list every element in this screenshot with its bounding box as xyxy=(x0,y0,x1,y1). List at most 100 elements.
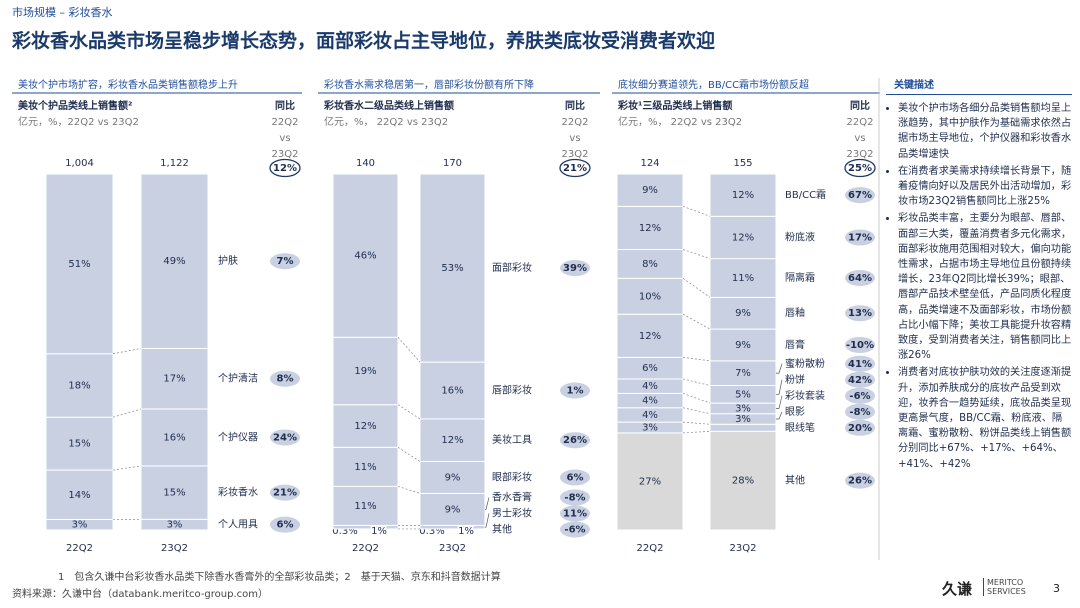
sidebar: 关键描述 美妆个护市场各细分品类销售额均呈上涨趋势，其中护肤作为基础需求依然占据… xyxy=(886,76,1072,474)
total-growth-ring xyxy=(559,158,591,178)
value-label: 3% xyxy=(642,423,658,434)
connector xyxy=(397,486,421,494)
bar-segment xyxy=(419,524,486,530)
growth-pill xyxy=(845,187,875,204)
bar-segment xyxy=(709,215,777,260)
chart-title: 底妆细分赛道领先，BB/CC霜市场份额反超 xyxy=(618,78,809,91)
total-growth-ring xyxy=(269,158,301,178)
growth-header: 22Q2 xyxy=(847,117,874,128)
growth-header: 23Q2 xyxy=(562,149,589,160)
growth-header: 23Q2 xyxy=(272,149,299,160)
series-name: 隔离霜 xyxy=(785,271,815,284)
growth-label: 7% xyxy=(277,256,294,267)
growth-label: -6% xyxy=(849,391,870,402)
growth-label: 1% xyxy=(567,386,584,397)
growth-label: 21% xyxy=(273,488,297,499)
connector xyxy=(682,430,711,434)
series-name: 眼线笔 xyxy=(785,421,815,434)
total-label: 1,122 xyxy=(160,158,189,169)
value-label: 27% xyxy=(639,476,661,487)
leader-line xyxy=(776,379,783,395)
growth-header: 同比 xyxy=(275,99,295,112)
series-name: 粉饼 xyxy=(785,373,805,386)
growth-label: 17% xyxy=(848,232,872,243)
value-label: 1% xyxy=(458,526,474,537)
series-name: 美妆工具 xyxy=(492,433,532,446)
logo-name: 久谦 xyxy=(942,580,973,598)
bar-segment xyxy=(140,173,209,349)
growth-pill xyxy=(845,305,875,322)
total-growth: 25% xyxy=(848,163,872,174)
value-label: 9% xyxy=(735,308,751,319)
x-tick-label: 22Q2 xyxy=(637,543,664,554)
bar-segment xyxy=(709,430,777,531)
bar-segment xyxy=(616,173,684,207)
growth-pill xyxy=(270,516,300,533)
source: 资料来源：久谦中台（databank.meritco-group.com） xyxy=(12,589,269,600)
value-label: 11% xyxy=(354,462,376,473)
bar-segment xyxy=(709,173,777,217)
value-label: 11% xyxy=(354,501,376,512)
bar-segment xyxy=(45,173,114,355)
growth-pill xyxy=(845,371,875,388)
growth-label: 8% xyxy=(277,374,294,385)
value-label: 15% xyxy=(68,439,90,450)
value-label: 12% xyxy=(441,435,463,446)
growth-pill xyxy=(845,355,875,372)
page-number: 3 xyxy=(1053,582,1060,595)
value-label: 11% xyxy=(732,273,754,284)
bar-segment xyxy=(140,408,209,467)
growth-pill xyxy=(560,260,590,277)
series-name: 蜜粉散粉 xyxy=(785,357,825,370)
leader-line xyxy=(776,363,783,374)
growth-label: -8% xyxy=(849,407,870,418)
value-label: 4% xyxy=(642,396,658,407)
leader-line xyxy=(776,411,783,420)
bar-segment xyxy=(709,296,777,330)
growth-header: vs xyxy=(569,133,580,144)
total-label: 140 xyxy=(356,158,375,169)
growth-label: -6% xyxy=(564,524,585,535)
connector xyxy=(112,348,142,355)
connector xyxy=(682,249,711,259)
growth-header: 同比 xyxy=(850,99,870,112)
series-name: 个人用具 xyxy=(218,519,258,531)
connector xyxy=(682,277,711,298)
chart-subtitle: 彩妆香水二级品类线上销售额 xyxy=(323,99,454,112)
series-name: 香水香膏 xyxy=(492,490,532,503)
bar-segment xyxy=(45,416,114,471)
chart-subtitle: 彩妆¹三级品类线上销售额 xyxy=(617,99,732,112)
growth-label: 13% xyxy=(848,308,872,319)
bullet: 在消费者求美需求持续增长背景下，随着疫情向好以及居民外出活动增加，彩妆市场23Q… xyxy=(898,164,1072,210)
connector xyxy=(397,404,421,420)
series-name: 彩妆香水 xyxy=(218,486,258,499)
growth-header: 22Q2 xyxy=(562,117,589,128)
growth-pill xyxy=(270,484,300,501)
value-label: 19% xyxy=(354,366,376,377)
bar-segment xyxy=(45,353,114,418)
growth-label: 11% xyxy=(563,508,587,519)
growth-label: 26% xyxy=(563,435,587,446)
growth-label: -8% xyxy=(564,492,585,503)
growth-pill xyxy=(560,382,590,399)
connector xyxy=(397,447,421,462)
connector xyxy=(682,313,711,330)
value-label: 3% xyxy=(735,403,751,414)
growth-label: 42% xyxy=(848,375,872,386)
x-tick-label: 23Q2 xyxy=(161,543,188,554)
value-label: 9% xyxy=(445,472,461,483)
total-growth: 21% xyxy=(563,163,587,174)
value-label: 3% xyxy=(735,414,751,425)
bar-segment xyxy=(332,524,399,530)
bar-segment xyxy=(332,336,399,406)
connector xyxy=(112,465,142,471)
chart-unit: 亿元，%， 22Q2 vs 23Q2 xyxy=(324,115,448,128)
bar-segment xyxy=(419,173,486,363)
growth-label: 64% xyxy=(848,273,872,284)
value-label: 46% xyxy=(354,251,376,262)
value-label: 12% xyxy=(639,223,661,234)
growth-label: 24% xyxy=(273,432,297,443)
growth-header: vs xyxy=(279,133,290,144)
series-name: 护肤 xyxy=(218,254,238,267)
